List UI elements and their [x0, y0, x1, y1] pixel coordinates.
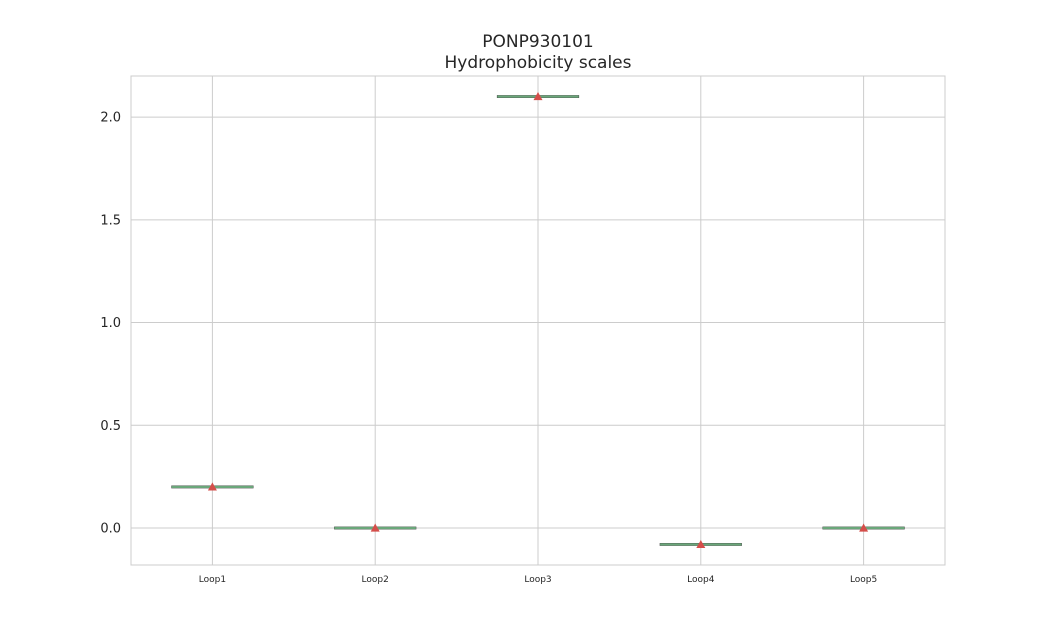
y-tick-label: 2.0 [100, 111, 121, 126]
mean-marker-Loop5 [859, 523, 869, 532]
mean-marker-Loop1 [207, 482, 217, 491]
y-tick-labels: 0.0 0.5 1.0 1.5 2.0 [100, 111, 121, 537]
x-tick-label: Loop2 [362, 575, 389, 585]
y-tick-label: 1.5 [100, 213, 121, 228]
plot-frame [130, 75, 946, 566]
chart-subtitle: Hydrophobicity scales [445, 53, 632, 73]
x-tick-label: Loop1 [199, 575, 226, 585]
mean-marker-Loop2 [370, 523, 380, 532]
mean-marker-Loop4 [696, 539, 706, 549]
chart-title: PONP930101 [482, 32, 594, 52]
x-tick-label: Loop4 [687, 575, 715, 585]
x-tick-label: Loop3 [524, 575, 551, 585]
y-tick-label: 0.0 [100, 522, 121, 537]
x-tick-label: Loop5 [850, 575, 877, 585]
grid-layer [131, 76, 945, 565]
y-tick-label: 1.0 [100, 316, 121, 331]
x-tick-labels: Loop1 Loop2 Loop3 Loop4 Loop5 [199, 575, 878, 585]
mean-marker-Loop3 [533, 92, 543, 101]
y-tick-label: 0.5 [100, 419, 121, 434]
marks-layer [171, 92, 905, 549]
